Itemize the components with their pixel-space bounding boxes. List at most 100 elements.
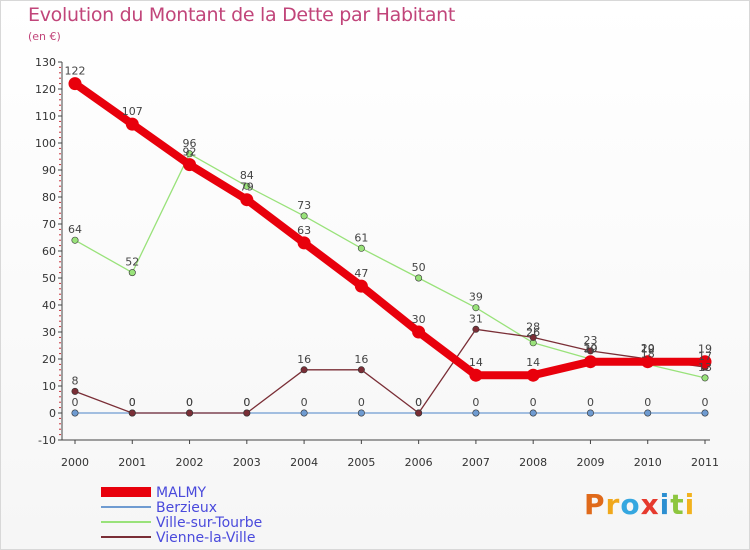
y-minor-tick [59, 266, 61, 268]
data-point [357, 244, 365, 252]
series-line-vienne-la-ville [74, 328, 706, 414]
y-minor-tick [59, 147, 61, 149]
chart-title: Evolution du Montant de la Dette par Hab… [28, 4, 456, 26]
data-label: 30 [412, 313, 426, 326]
data-label: 61 [354, 231, 368, 244]
x-tick-label: 2001 [118, 456, 146, 469]
data-label: 0 [358, 396, 365, 409]
data-label: 0 [243, 396, 250, 409]
data-label: 26 [526, 326, 540, 339]
y-minor-tick [59, 434, 61, 436]
data-label: 16 [297, 353, 311, 366]
data-label: 0 [415, 396, 422, 409]
logo-letter: t [670, 488, 685, 521]
data-point [529, 409, 537, 417]
x-tick-label: 2010 [634, 456, 662, 469]
data-point [186, 409, 194, 417]
y-tick-label: 90 [42, 164, 56, 177]
data-label: 31 [469, 312, 483, 325]
logo-letter: P [584, 488, 606, 521]
y-minor-tick [59, 353, 61, 355]
data-label: 73 [297, 199, 311, 212]
y-minor-tick [59, 326, 61, 328]
y-tick-label: 20 [42, 353, 56, 366]
y-minor-tick [59, 342, 61, 344]
y-minor-tick [59, 363, 61, 365]
y-tick-label: 50 [42, 272, 56, 285]
y-minor-tick [59, 120, 61, 122]
data-point [300, 366, 308, 374]
legend-label: Vienne-la-Ville [156, 530, 255, 546]
data-point [186, 150, 194, 158]
proxiti-logo: Proxiti [584, 488, 695, 521]
chart-lines [71, 79, 709, 414]
legend-swatch [101, 487, 151, 497]
y-minor-tick [59, 315, 61, 317]
data-label: 92 [183, 146, 197, 159]
data-label: 50 [412, 261, 426, 274]
data-label: 39 [469, 291, 483, 304]
data-label: 0 [644, 396, 651, 409]
data-point [125, 117, 139, 131]
y-minor-tick [59, 245, 61, 247]
y-minor-tick [59, 104, 61, 106]
data-label: 52 [125, 256, 139, 269]
y-minor-tick [59, 407, 61, 409]
y-tick-label: 60 [42, 245, 56, 258]
y-tick-label: 100 [35, 137, 56, 150]
data-point [300, 212, 308, 220]
logo-letter: o [620, 488, 641, 521]
data-label: 14 [526, 356, 540, 369]
y-minor-tick [59, 164, 61, 166]
data-label: 18 [641, 347, 655, 360]
y-tick-label: 110 [35, 110, 56, 123]
data-label: 0 [301, 396, 308, 409]
logo-letter: x [640, 488, 660, 521]
data-label: 0 [129, 396, 136, 409]
x-tick-label: 2002 [176, 456, 204, 469]
data-point [412, 325, 426, 339]
data-label: 0 [702, 396, 709, 409]
x-tick-label: 2007 [462, 456, 490, 469]
x-tick-label: 2000 [61, 456, 89, 469]
data-label: 122 [65, 65, 86, 78]
y-minor-tick [59, 428, 61, 430]
y-minor-tick [59, 191, 61, 193]
data-point [71, 387, 79, 395]
y-minor-tick [59, 261, 61, 263]
y-minor-tick [59, 282, 61, 284]
data-label: 47 [354, 267, 368, 280]
y-minor-tick [59, 423, 61, 425]
y-minor-tick [59, 180, 61, 182]
data-point [641, 355, 655, 369]
data-label: 23 [583, 334, 597, 347]
data-point [128, 269, 136, 277]
data-label: 79 [240, 181, 254, 194]
y-minor-tick [59, 131, 61, 133]
data-label: 0 [415, 396, 422, 409]
data-label: 13 [698, 361, 712, 374]
legend-label: Berzieux [156, 500, 217, 516]
x-tick-label: 2003 [233, 456, 261, 469]
y-minor-tick [59, 212, 61, 214]
data-point [297, 236, 311, 250]
x-tick-label: 2004 [290, 456, 318, 469]
y-minor-tick [59, 218, 61, 220]
y-minor-tick [59, 288, 61, 290]
y-tick-label: 80 [42, 191, 56, 204]
data-label: 0 [186, 396, 193, 409]
y-minor-tick [59, 72, 61, 74]
data-label: 0 [472, 396, 479, 409]
y-minor-tick [59, 207, 61, 209]
data-label: 20 [583, 342, 597, 355]
chart-markers [68, 77, 712, 417]
data-point [472, 325, 480, 333]
y-minor-tick [59, 174, 61, 176]
y-minor-tick [59, 66, 61, 68]
y-minor-tick [59, 201, 61, 203]
chart-legend: MALMYBerzieuxVille-sur-TourbeVienne-la-V… [101, 485, 262, 546]
data-point [415, 274, 423, 282]
y-tick-label: -10 [38, 434, 56, 447]
data-point [701, 409, 709, 417]
